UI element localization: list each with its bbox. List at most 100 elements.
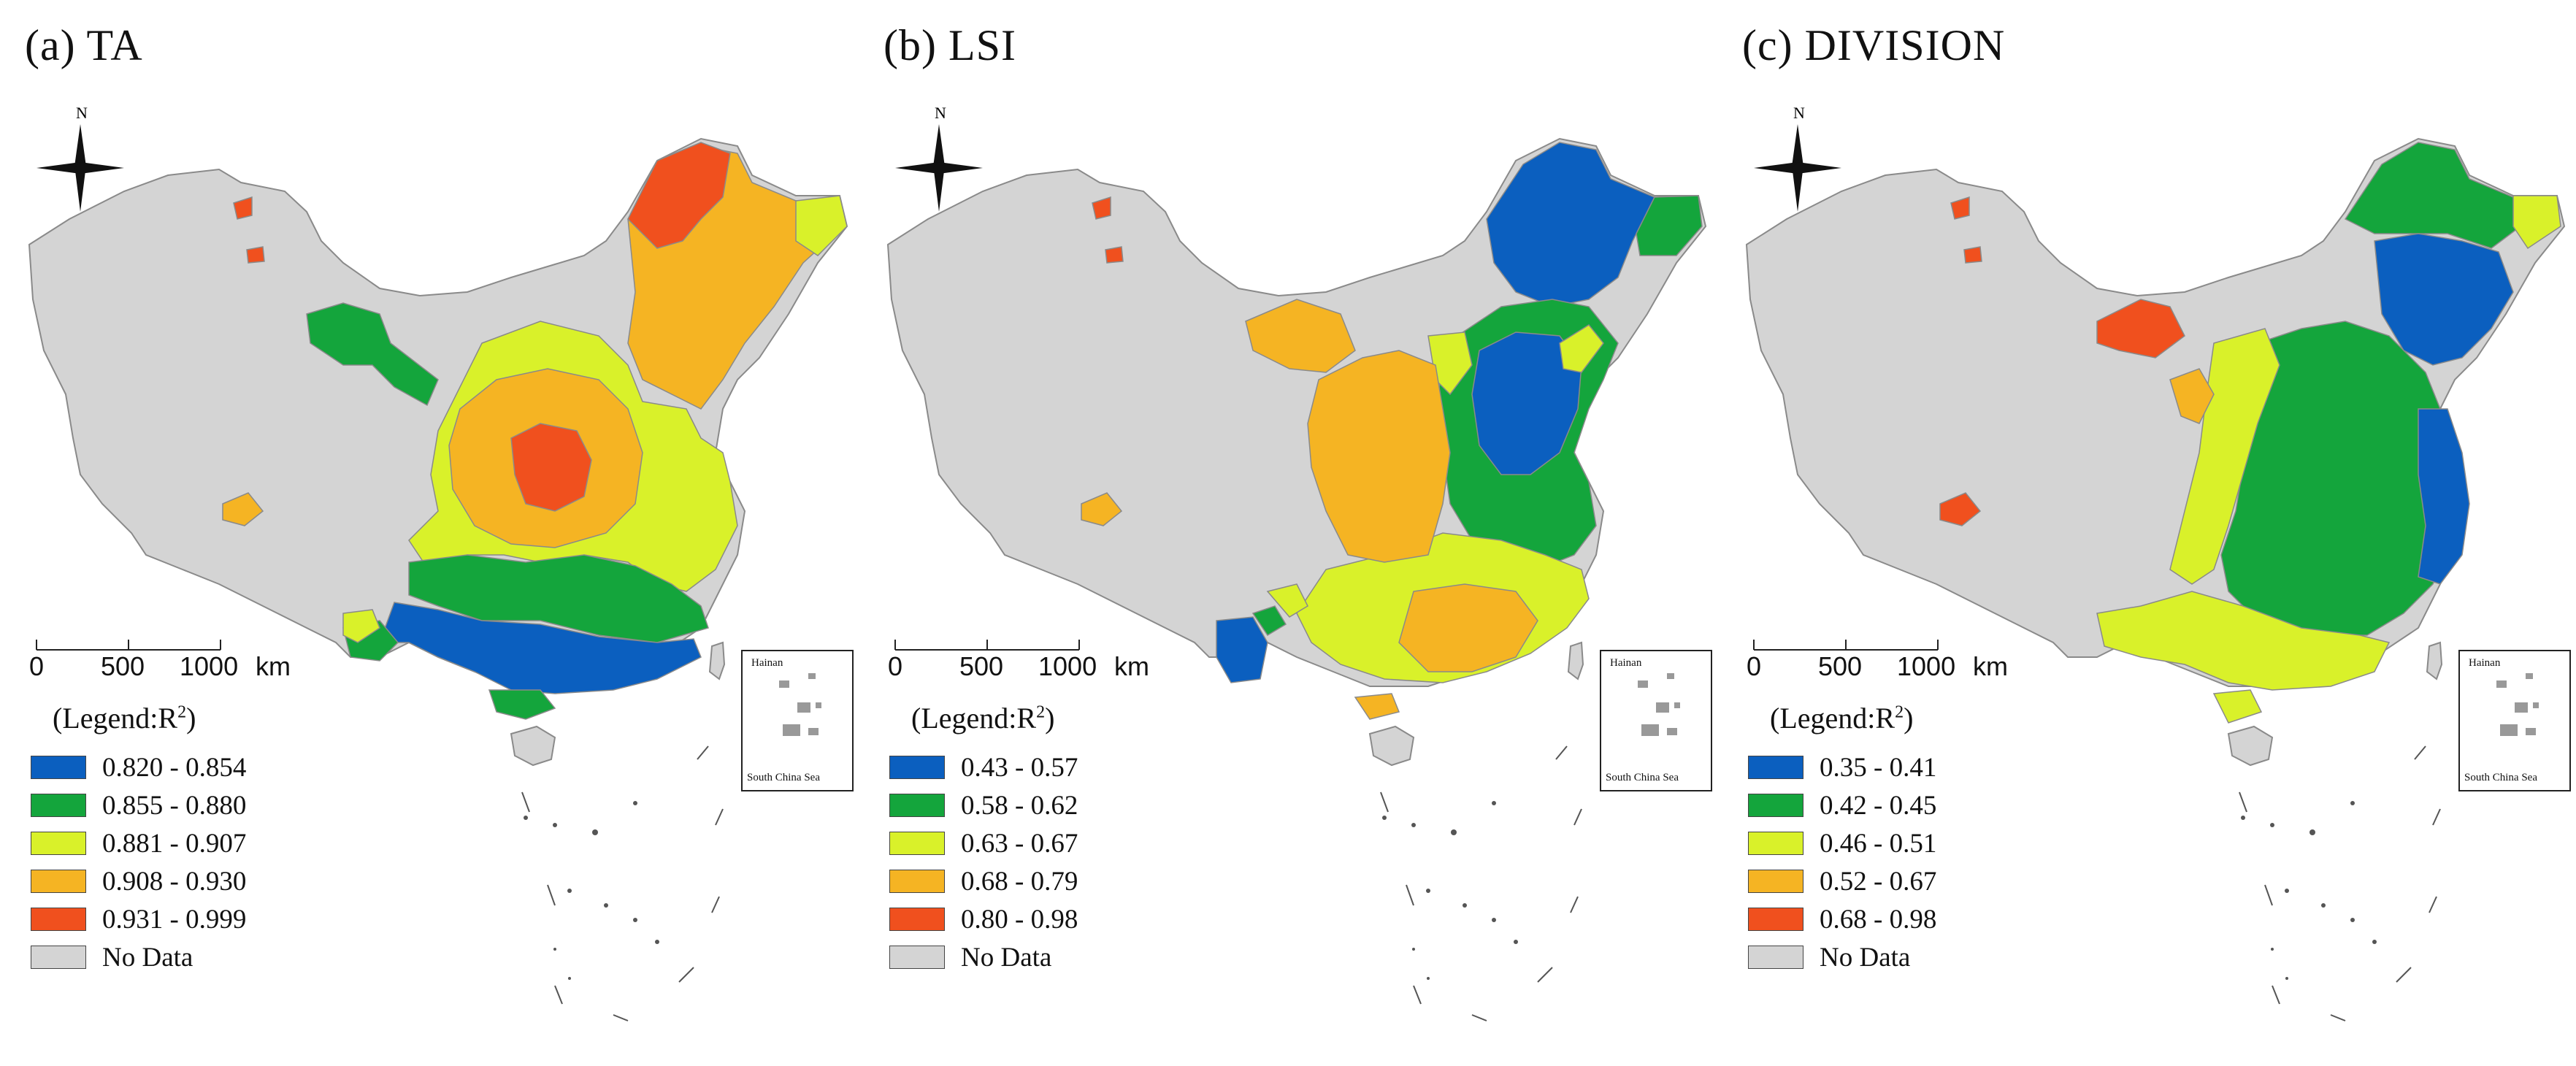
region-blue-northeast — [1486, 142, 1656, 307]
panel-title: (c) DIVISION — [1742, 21, 2006, 69]
legend-item: 0.46 - 0.51 — [1748, 824, 2055, 862]
region-yellow-southwest — [1266, 583, 1308, 618]
legend: (Legend:R2) 0.35 - 0.41 0.42 - 0.45 0.46… — [1748, 701, 2055, 976]
region-red-central — [510, 423, 592, 512]
legend-item: 0.931 - 0.999 — [31, 900, 337, 938]
legend-item: 0.908 - 0.930 — [31, 862, 337, 900]
map-ta — [28, 137, 848, 1021]
map-lsi — [886, 137, 1707, 1021]
legend-item: 0.58 - 0.62 — [889, 786, 1196, 824]
legend-swatch-green — [889, 794, 945, 817]
class-regions — [1081, 142, 1703, 720]
scale-tick-500: 500 — [1818, 651, 1863, 681]
legend-swatch-yellow — [1748, 832, 1803, 855]
legend-item: 0.80 - 0.98 — [889, 900, 1196, 938]
region-yellow-north-coast — [1559, 324, 1604, 373]
south-china-sea-inset: Hainan South China Sea — [2458, 650, 2571, 791]
legend-item: 0.52 - 0.67 — [1748, 862, 2055, 900]
region-green-northeast — [2344, 142, 2521, 249]
legend-item: 0.42 - 0.45 — [1748, 786, 2055, 824]
region-yellow-west — [2169, 328, 2280, 585]
scale-tick-0: 0 — [29, 651, 45, 681]
legend-swatch-orange — [1748, 870, 1803, 893]
inset-hainan-label: Hainan — [751, 657, 783, 669]
legend-item: 0.35 - 0.41 — [1748, 748, 2055, 786]
inset-sea-label: South China Sea — [747, 772, 820, 783]
legend-swatch-blue — [31, 756, 86, 779]
legend: (Legend:R2) 0.820 - 0.854 0.855 - 0.880 … — [31, 701, 337, 976]
scale-bar — [1753, 640, 1939, 651]
scale-bar — [36, 640, 221, 651]
legend-swatch-nodata — [31, 946, 86, 969]
scale-unit: km — [1114, 651, 1149, 681]
inset-islands-icon — [779, 673, 821, 736]
inset-sea-label: South China Sea — [2464, 772, 2537, 783]
region-orange-dot-1 — [233, 196, 253, 220]
north-label: N — [76, 104, 88, 122]
legend-item: No Data — [889, 938, 1196, 976]
legend-swatch-green — [31, 794, 86, 817]
south-china-sea-inset: Hainan South China Sea — [1600, 650, 1712, 791]
legend-title: (Legend:R2) — [1770, 702, 1914, 735]
panel-lsi: (b) LSI N 0 500 1000 km (Legend:R2) 0.43… — [859, 0, 1717, 1066]
legend-item: No Data — [31, 938, 337, 976]
north-arrow-icon: N — [37, 102, 124, 212]
legend-swatch-green — [1748, 794, 1803, 817]
region-red-northwest — [2096, 299, 2185, 358]
scale-bar — [894, 640, 1080, 651]
legend-swatch-orange — [889, 870, 945, 893]
legend-item: 0.855 - 0.880 — [31, 786, 337, 824]
region-blue-southwest — [1216, 616, 1268, 683]
legend-item: 0.820 - 0.854 — [31, 748, 337, 786]
north-label: N — [1793, 104, 1805, 122]
region-yellow-northeast-tip — [795, 195, 848, 256]
inset-islands-icon — [2496, 673, 2539, 736]
class-regions — [1939, 142, 2561, 724]
region-yellow-southwest — [342, 609, 380, 643]
region-yellow-northeast-tip — [2512, 195, 2561, 250]
region-red-xinjiang — [1939, 492, 1982, 526]
inset-hainan-label: Hainan — [2469, 657, 2501, 669]
scale-unit: km — [1973, 651, 2008, 681]
sea-boundary-dashes — [2239, 745, 2441, 1021]
legend-swatch-orange — [31, 870, 86, 893]
scale-tick-500: 500 — [101, 651, 145, 681]
region-orange-northwest — [1245, 299, 1356, 373]
region-orange-dot-2 — [1963, 246, 1982, 264]
legend-swatch-red — [1748, 908, 1803, 931]
region-orange-dot-1 — [1092, 196, 1111, 220]
sea-boundary-dashes — [1380, 745, 1582, 1021]
region-yellow-hainan — [2212, 689, 2263, 724]
scale-tick-500: 500 — [959, 651, 1004, 681]
region-orange-xinjiang — [1081, 492, 1123, 526]
legend-swatch-red — [889, 908, 945, 931]
legend-item: 0.68 - 0.79 — [889, 862, 1196, 900]
region-red-hinggan — [627, 142, 731, 249]
island-marks — [1382, 801, 1518, 980]
region-orange-dot-2 — [1105, 246, 1124, 264]
scale-tick-1000: 1000 — [1038, 651, 1097, 681]
scale-tick-0: 0 — [1747, 651, 1762, 681]
scale-unit: km — [256, 651, 291, 681]
legend-swatch-yellow — [31, 832, 86, 855]
class-regions — [222, 142, 848, 720]
region-orange-central — [1307, 350, 1451, 563]
map-division — [1745, 137, 2566, 1021]
legend-swatch-nodata — [1748, 946, 1803, 969]
region-green-northeast-tip — [1636, 195, 1703, 256]
panel-title: (a) TA — [25, 21, 143, 69]
inset-islands-icon — [1638, 673, 1680, 736]
region-orange-xinjiang — [222, 492, 264, 526]
region-green-southwest — [1251, 605, 1287, 637]
legend-title: (Legend:R2) — [53, 702, 196, 735]
region-green-northwest — [306, 302, 439, 407]
inset-sea-label: South China Sea — [1606, 772, 1679, 783]
region-orange-hainan — [1354, 693, 1400, 720]
legend-item: 0.881 - 0.907 — [31, 824, 337, 862]
region-blue-east-coast — [2418, 408, 2470, 585]
region-orange-dot-1 — [1950, 196, 1970, 220]
legend-swatch-yellow — [889, 832, 945, 855]
legend-swatch-blue — [1748, 756, 1803, 779]
scale-tick-1000: 1000 — [1897, 651, 1956, 681]
panel-title: (b) LSI — [883, 21, 1016, 69]
